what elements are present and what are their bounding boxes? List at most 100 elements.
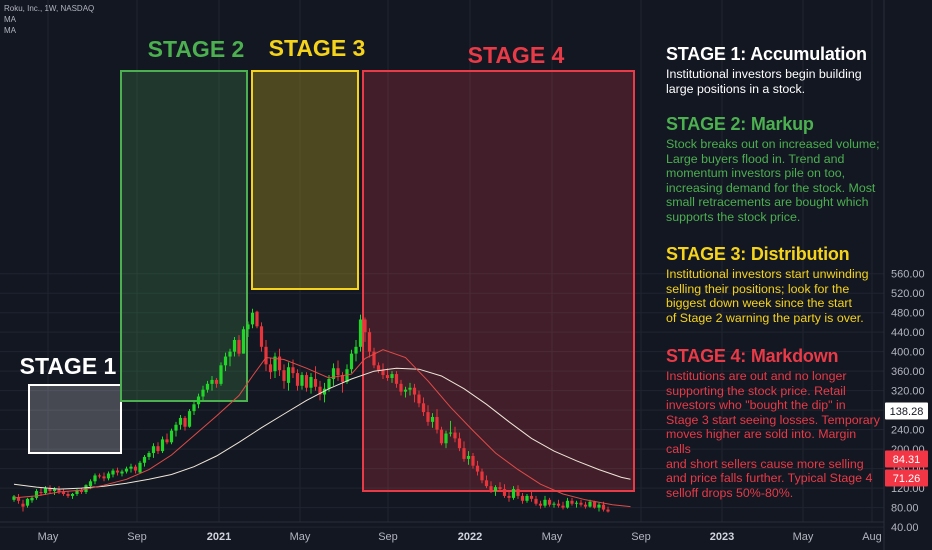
candle-body xyxy=(421,403,426,413)
candle-body xyxy=(439,429,444,444)
candle-body xyxy=(169,430,174,443)
stage-3-line: biggest down week since the start xyxy=(666,296,852,311)
candle-body xyxy=(291,367,295,374)
candle-body xyxy=(106,473,111,479)
stage-4-line: and price falls further. Typical Stage 4 xyxy=(666,471,873,486)
stage-2-line: increasing demand for the stock. Most xyxy=(666,180,876,195)
stage-2-line: Stock breaks out on increased volume; xyxy=(666,137,880,151)
candle-body xyxy=(583,504,588,507)
candle xyxy=(48,485,52,493)
candle-body xyxy=(142,456,147,463)
candle xyxy=(547,497,552,507)
candle-body xyxy=(228,351,232,357)
stage-2-box xyxy=(120,70,248,402)
candle-body xyxy=(561,505,565,508)
candle xyxy=(66,491,70,498)
candle-body xyxy=(597,504,601,508)
stage-4-line: Stage 3 start seeing losses. Temporary xyxy=(666,412,880,427)
candle-body xyxy=(273,356,277,372)
candle xyxy=(268,357,273,379)
price-tick-label: 40.00 xyxy=(891,522,919,534)
candle-body xyxy=(565,500,570,508)
candle xyxy=(534,495,538,506)
candle-body xyxy=(111,470,115,475)
candle-body xyxy=(187,411,192,427)
candle xyxy=(151,443,156,458)
candle xyxy=(417,390,421,408)
candle xyxy=(525,493,529,503)
stage-3-line: of Stage 2 warning the party is over. xyxy=(666,310,864,325)
price-tick-label: 360.00 xyxy=(891,366,925,378)
candle xyxy=(142,454,147,467)
candle xyxy=(223,352,228,372)
time-tick-label: May xyxy=(793,531,814,543)
candle xyxy=(493,485,498,496)
stage-3-text: Institutional investors start unwinding … xyxy=(666,267,884,325)
candle xyxy=(538,500,543,509)
candle-body xyxy=(448,432,453,434)
candle xyxy=(79,488,84,494)
candle xyxy=(115,467,120,476)
stage-3-line: selling their positions; look for the xyxy=(666,281,850,296)
candle-body xyxy=(57,490,61,493)
candle xyxy=(372,347,376,369)
candle-body xyxy=(66,493,70,496)
candle-body xyxy=(354,346,358,354)
candle xyxy=(165,433,169,445)
candle-body xyxy=(16,497,21,501)
stage-4-line: moves higher are sold into. Margin calls xyxy=(666,427,857,456)
candle-body xyxy=(538,503,543,506)
stage-1-line: large positions in a stock. xyxy=(666,81,806,96)
time-tick-label: Sep xyxy=(127,531,147,543)
candle-body xyxy=(484,480,489,487)
candle-body xyxy=(295,373,300,386)
candle xyxy=(70,492,75,499)
candle xyxy=(565,497,570,509)
candle-body xyxy=(331,368,336,379)
candle xyxy=(367,328,372,358)
time-tick-label: May xyxy=(290,531,311,543)
candle xyxy=(300,372,304,390)
stage-box-labels: STAGE 1 STAGE 2 STAGE 3 STAGE 4 xyxy=(20,35,565,379)
candle-body xyxy=(246,324,250,330)
legend-ma-2: MA xyxy=(4,26,16,35)
candle-body xyxy=(381,370,385,376)
candle xyxy=(138,460,142,474)
price-label-box xyxy=(885,402,928,420)
candle-body xyxy=(12,496,16,500)
stage-4-label: STAGE 4 xyxy=(468,42,565,68)
stage-description-3: STAGE 3: Distribution Institutional inve… xyxy=(666,244,884,325)
candle xyxy=(466,451,471,465)
price-label-value: 138.28 xyxy=(890,406,924,418)
candle-body xyxy=(277,356,282,371)
candle-body xyxy=(588,501,592,507)
candle xyxy=(106,471,111,481)
candle xyxy=(160,436,165,454)
candle xyxy=(264,339,268,372)
candle-body xyxy=(462,448,466,459)
candle xyxy=(169,428,174,445)
candle-body xyxy=(466,455,471,459)
candle-body xyxy=(237,339,241,354)
candle xyxy=(210,376,214,391)
candle-body xyxy=(417,394,421,404)
candle-body xyxy=(412,387,417,395)
candle xyxy=(435,409,439,434)
candle xyxy=(282,364,286,389)
candle-body xyxy=(75,490,79,494)
candle xyxy=(484,475,489,489)
candle-body xyxy=(84,485,88,493)
candle-body xyxy=(48,488,52,492)
candle-body xyxy=(201,389,205,397)
candle xyxy=(21,499,25,512)
candle xyxy=(390,371,394,383)
candle-body xyxy=(529,495,534,499)
candle-body xyxy=(493,487,498,492)
stage-2-text: Stock breaks out on increased volume; La… xyxy=(666,137,884,225)
candle-body xyxy=(547,499,552,505)
candle-body xyxy=(520,495,525,501)
candle xyxy=(448,420,453,437)
candle xyxy=(376,362,381,374)
stage-4-line: and short sellers cause more selling xyxy=(666,456,864,471)
